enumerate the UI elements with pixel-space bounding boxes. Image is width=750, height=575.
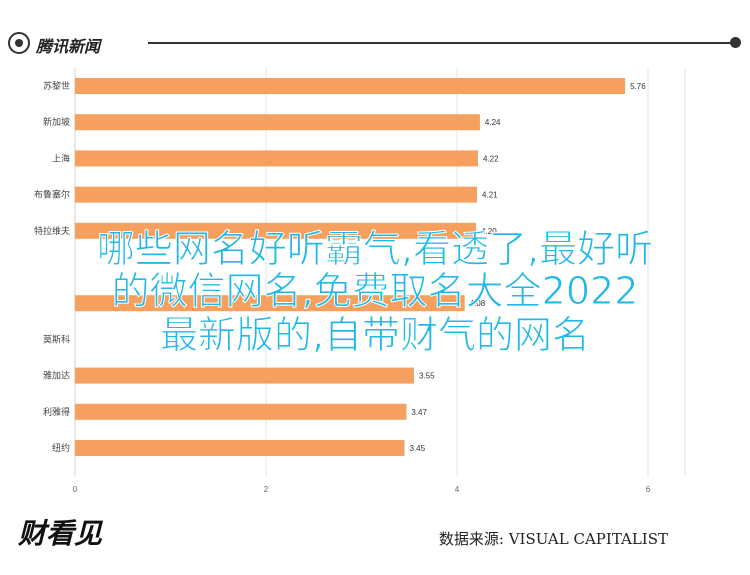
- brand-logo-icon: [8, 32, 30, 54]
- category-label: 纽约: [52, 442, 70, 454]
- category-label: 上海: [52, 152, 70, 164]
- category-label: 莫斯科: [43, 333, 70, 345]
- data-label: 5.76: [630, 82, 646, 91]
- footer-logo: 财看见: [18, 517, 103, 550]
- category-label: 苏黎世: [43, 80, 70, 92]
- data-label: 3.47: [411, 408, 427, 417]
- data-label: 3.45: [409, 444, 425, 453]
- bar: [75, 367, 415, 384]
- data-label: 4.21: [482, 191, 498, 200]
- bar-chart: 0 2 4 6 苏黎世 5.76 新加坡 4.24 上海 4.22 布鲁塞尔 4.21 特拉维夫 4.20…: [34, 68, 686, 494]
- overlay-title-line-2: 的微信网名,免费取名大全2022: [111, 269, 639, 313]
- category-label: 特拉维夫: [34, 225, 70, 237]
- overlay-title-line-3: 最新版的,自带财气的网名: [159, 313, 591, 357]
- data-label: 4.08: [470, 299, 486, 308]
- bar: [75, 403, 407, 420]
- x-tick-label: 0: [73, 485, 78, 494]
- bar: [75, 186, 478, 203]
- x-tick-label: 2: [264, 485, 269, 494]
- x-tick-label: 4: [455, 485, 460, 494]
- source-note: 数据来源: VISUAL CAPITALIST: [438, 530, 668, 548]
- category-label: 雅加达: [43, 370, 70, 382]
- overlay-title-line-1: 哪些网名好听霸气,看透了,最好听: [96, 227, 654, 271]
- bar: [75, 222, 477, 239]
- bar: [75, 78, 626, 94]
- category-label: 利雅得: [43, 406, 70, 418]
- header-divider: [148, 42, 734, 44]
- category-label: 新加坡: [43, 116, 70, 128]
- data-label: 4.22: [483, 154, 499, 163]
- header-dot-icon: [730, 37, 741, 48]
- bar: [75, 295, 465, 312]
- brand-name: 腾讯新闻: [36, 37, 101, 56]
- bar: [75, 440, 405, 456]
- data-label: 4.20: [481, 227, 497, 236]
- data-label: 3.55: [419, 372, 435, 381]
- data-label: 4.24: [485, 118, 501, 127]
- x-tick-label: 6: [646, 485, 651, 494]
- header: 腾讯新闻: [8, 30, 743, 56]
- bar: [75, 150, 479, 167]
- bar: [75, 114, 480, 131]
- category-label: 布鲁塞尔: [34, 189, 70, 201]
